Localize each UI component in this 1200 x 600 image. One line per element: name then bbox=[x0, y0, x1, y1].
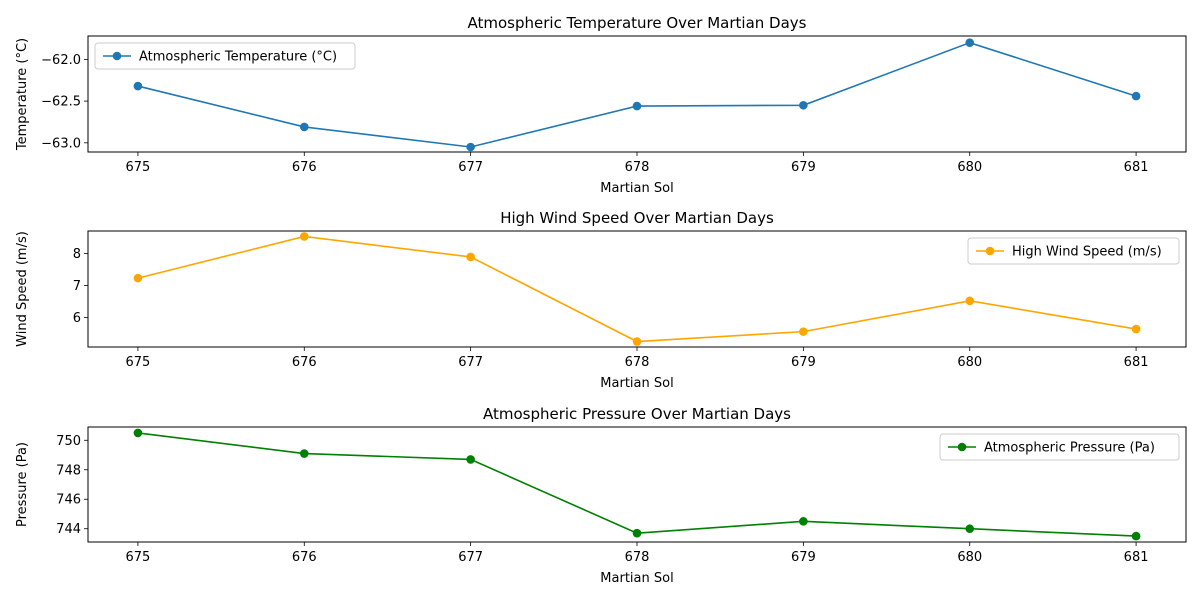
y-axis-label: Pressure (Pa) bbox=[15, 442, 30, 527]
x-axis-label: Martian Sol bbox=[600, 376, 673, 391]
data-point bbox=[1131, 531, 1141, 541]
x-tick-label: 677 bbox=[458, 550, 483, 565]
x-tick-label: 680 bbox=[957, 355, 982, 370]
data-point bbox=[965, 524, 975, 534]
x-tick-label: 675 bbox=[125, 550, 150, 565]
x-tick-label: 676 bbox=[292, 160, 317, 175]
x-tick-label: 675 bbox=[125, 160, 150, 175]
y-tick-label: −63.0 bbox=[41, 136, 81, 151]
legend-marker bbox=[957, 442, 967, 452]
x-axis-label: Martian Sol bbox=[600, 571, 673, 586]
x-tick-label: 677 bbox=[458, 160, 483, 175]
plot-frame bbox=[87, 230, 1187, 348]
subplot-1: Atmospheric Temperature Over Martian Day… bbox=[15, 14, 1187, 196]
x-axis-label: Martian Sol bbox=[600, 181, 673, 196]
legend-marker bbox=[112, 51, 122, 61]
x-tick-label: 675 bbox=[125, 355, 150, 370]
data-point bbox=[799, 327, 808, 336]
data-point bbox=[299, 122, 309, 132]
data-point bbox=[299, 449, 309, 458]
legend-label: High Wind Speed (m/s) bbox=[1012, 245, 1162, 260]
legend-box bbox=[967, 237, 1180, 265]
legend-marker bbox=[985, 246, 995, 256]
legend: Atmospheric Temperature (°C) bbox=[94, 42, 356, 70]
y-tick-label: −62.5 bbox=[41, 95, 81, 110]
plot-frame bbox=[87, 35, 1187, 153]
legend: Atmospheric Pressure (Pa) bbox=[939, 433, 1180, 461]
x-tick-label: 681 bbox=[1124, 550, 1149, 565]
legend-box bbox=[939, 433, 1180, 461]
data-point bbox=[133, 273, 143, 283]
y-tick-label: 748 bbox=[56, 463, 81, 478]
data-point bbox=[632, 101, 642, 111]
data-point bbox=[133, 428, 143, 438]
legend: High Wind Speed (m/s) bbox=[967, 237, 1180, 265]
x-tick-label: 679 bbox=[791, 355, 816, 370]
subplot-2: High Wind Speed Over Martian Days 675 676 6… bbox=[15, 209, 1187, 391]
plot-frame bbox=[87, 426, 1187, 543]
x-tick-label: 678 bbox=[625, 550, 650, 565]
x-tick-label: 679 bbox=[791, 550, 816, 565]
data-point bbox=[1131, 91, 1141, 101]
y-tick-label: 750 bbox=[56, 434, 81, 449]
subplot-3: Atmospheric Pressure Over Martian Days 67… bbox=[15, 405, 1187, 586]
y-tick-label: 8 bbox=[73, 247, 81, 262]
data-point bbox=[466, 455, 475, 464]
data-point bbox=[299, 232, 309, 241]
data-point bbox=[799, 517, 808, 526]
x-tick-label: 681 bbox=[1124, 160, 1149, 175]
y-tick-label: 744 bbox=[56, 522, 81, 537]
data-point bbox=[965, 38, 975, 47]
x-tick-label: 680 bbox=[957, 550, 982, 565]
x-tick-label: 676 bbox=[292, 550, 317, 565]
y-tick-label: 6 bbox=[73, 311, 81, 326]
chart-title: Atmospheric Pressure Over Martian Days bbox=[483, 405, 791, 423]
y-axis-label: Temperature (°C) bbox=[15, 38, 30, 151]
data-point bbox=[632, 337, 642, 346]
data-point bbox=[133, 81, 143, 91]
y-tick-label: 7 bbox=[73, 279, 81, 294]
y-tick-label: 746 bbox=[56, 493, 81, 508]
data-point bbox=[965, 296, 975, 306]
data-point bbox=[466, 252, 475, 262]
x-tick-label: 681 bbox=[1124, 355, 1149, 370]
data-point bbox=[466, 142, 475, 152]
legend-label: Atmospheric Temperature (°C) bbox=[139, 50, 337, 65]
chart-title: High Wind Speed Over Martian Days bbox=[500, 209, 774, 227]
legend-box bbox=[94, 42, 356, 70]
y-axis-label: Wind Speed (m/s) bbox=[15, 231, 30, 347]
x-tick-label: 678 bbox=[625, 160, 650, 175]
chart-title: Atmospheric Temperature Over Martian Day… bbox=[468, 14, 807, 32]
x-tick-label: 677 bbox=[458, 355, 483, 370]
y-tick-label: −62.0 bbox=[41, 53, 81, 68]
x-tick-label: 680 bbox=[957, 160, 982, 175]
data-point bbox=[1131, 324, 1141, 334]
x-tick-label: 679 bbox=[791, 160, 816, 175]
x-tick-label: 678 bbox=[625, 355, 650, 370]
data-point bbox=[799, 100, 808, 110]
x-tick-label: 676 bbox=[292, 355, 317, 370]
data-point bbox=[632, 528, 642, 538]
legend-label: Atmospheric Pressure (Pa) bbox=[984, 441, 1155, 456]
